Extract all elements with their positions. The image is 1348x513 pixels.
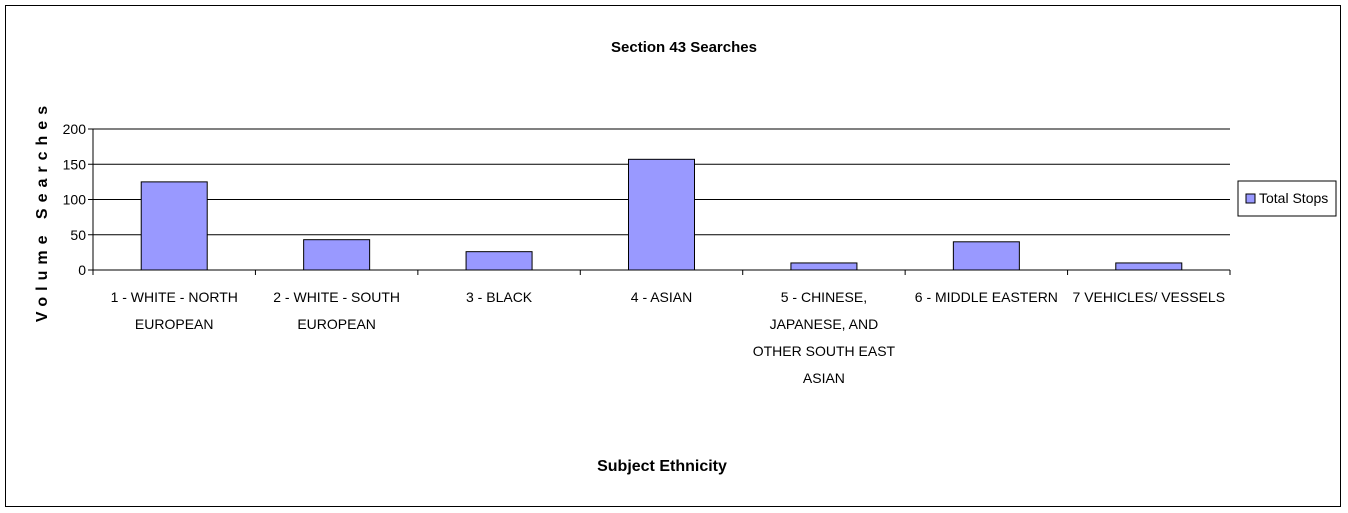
bar-2 [303,239,371,271]
x-tick-label-1: 1 - WHITE - NORTH EUROPEAN [111,289,238,332]
x-tick-label-2: 2 - WHITE - SOUTH EUROPEAN [273,289,400,332]
plot-area: 0 50 100 150 200 1 - WHITE - NORTH EUROPEAN 2 -… [63,121,1231,386]
bar-chart: Section 43 Searches 0 50 100 150 200 1 - WHIT… [34,39,1337,475]
bar-4 [628,158,695,271]
y-tick-label: 0 [78,262,86,278]
x-axis-title: Subject Ethnicity [597,458,727,475]
bar-6 [952,241,1020,271]
x-tick-label-4: 4 - ASIAN [631,289,692,305]
chart-frame: Section 43 Searches 0 50 100 150 200 1 - WHIT… [5,5,1341,507]
y-tick-label: 50 [70,227,86,243]
legend-swatch [1245,193,1256,204]
x-tick-label-3: 3 - BLACK [466,289,533,305]
x-tick-label-7: 7 VEHICLES/ VESSELS [1073,289,1226,305]
chart-title: Section 43 Searches [611,39,757,56]
bar-3 [465,251,533,271]
y-axis-title-group: Volume Searches [34,100,51,322]
bar-7 [1115,262,1183,271]
y-tick-label: 100 [63,192,87,208]
x-tick-label-5: 5 - CHINESE, JAPANESE, AND OTHER SOUTH EAS… [753,289,896,386]
bar-5 [790,262,858,271]
y-tick-label: 150 [63,156,87,172]
y-tick-label: 200 [63,121,87,137]
legend: Total Stops [1237,180,1337,217]
legend-label: Total Stops [1259,190,1328,206]
bar-1 [140,181,208,271]
y-axis-title: Volume Searches [34,100,51,322]
x-tick-label-6: 6 - MIDDLE EASTERN [915,289,1058,305]
